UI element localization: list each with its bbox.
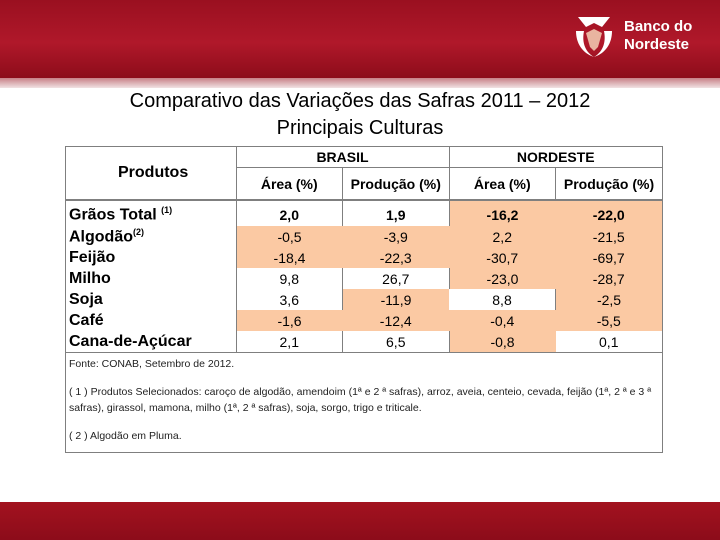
cell-br-area: 2,1	[236, 331, 343, 353]
row-label: Cana-de-Açúcar	[66, 331, 237, 353]
row-label-text: Milho	[69, 269, 111, 287]
header-produtos: Produtos	[66, 147, 237, 201]
row-label: Feijão	[66, 247, 237, 268]
table-row: Café -1,6 -12,4 -0,4 -5,5	[66, 310, 663, 331]
logo-text: Banco do Nordeste	[624, 18, 692, 54]
row-label-superscript: (2)	[133, 226, 144, 237]
header-nordeste-producao: Produção (%)	[555, 167, 663, 202]
cell-ne-producao: -5,5	[555, 310, 663, 331]
cell-br-producao: -3,9	[342, 226, 449, 247]
logo-text-line2: Nordeste	[624, 36, 690, 53]
cell-br-producao: -12,4	[342, 310, 449, 331]
cell-ne-area: 2,2	[449, 226, 556, 247]
row-label-text: Cana-de-Açúcar	[69, 332, 192, 350]
cell-ne-producao: -21,5	[555, 226, 663, 247]
row-label: Café	[66, 310, 237, 331]
table-row: Cana-de-Açúcar 2,1 6,5 -0,8 0,1	[66, 331, 663, 353]
cell-ne-area: -0,8	[449, 331, 556, 353]
cell-br-producao: 6,5	[342, 331, 450, 353]
row-label-text: Grãos Total	[69, 206, 157, 224]
header-brasil: BRASIL	[236, 147, 450, 169]
row-label-text: Algodão	[69, 228, 133, 246]
logo-text-line1: Banco do	[624, 18, 693, 35]
row-label: Milho	[66, 268, 237, 289]
cell-br-area: -0,5	[236, 226, 343, 247]
header-nordeste: NORDESTE	[449, 147, 663, 169]
cell-br-area: -1,6	[236, 310, 343, 331]
cell-ne-area: -0,4	[449, 310, 556, 331]
crop-comparison-table: Produtos BRASIL NORDESTE Área (%) Produç…	[65, 146, 663, 453]
cell-ne-area: 8,8	[449, 289, 556, 310]
table-row: Soja 3,6 -11,9 8,8 -2,5	[66, 289, 663, 310]
row-label: Soja	[66, 289, 237, 310]
cell-ne-area: -16,2	[449, 200, 556, 226]
footnote-2: ( 2 ) Algodão em Pluma.	[69, 430, 182, 442]
cell-br-area: 9,8	[236, 268, 343, 289]
cell-ne-area: -30,7	[449, 247, 556, 268]
footer-bar	[0, 502, 720, 540]
source-note: Fonte: CONAB, Setembro de 2012.	[69, 358, 235, 370]
table-row: Milho 9,8 26,7 -23,0 -28,7	[66, 268, 663, 289]
row-label-text: Café	[69, 311, 104, 329]
row-label: Grãos Total (1)	[66, 200, 237, 226]
bnb-logo-icon	[576, 17, 612, 57]
title-line2: Principais Culturas	[276, 117, 444, 139]
cell-br-area: -18,4	[236, 247, 343, 268]
table-row: Algodão(2) -0,5 -3,9 2,2 -21,5	[66, 226, 663, 247]
table-row: Grãos Total (1) 2,0 1,9 -16,2 -22,0	[66, 200, 663, 226]
cell-ne-producao: 0,1	[555, 331, 663, 353]
cell-br-area: 3,6	[236, 289, 343, 310]
row-label: Algodão(2)	[66, 226, 237, 247]
cell-ne-producao: -2,5	[555, 289, 663, 310]
cell-ne-producao: -28,7	[555, 268, 663, 289]
slide-title: Comparativo das Variações das Safras 201…	[0, 88, 720, 142]
data-table: Produtos BRASIL NORDESTE Área (%) Produç…	[66, 147, 663, 353]
cell-ne-producao: -69,7	[555, 247, 663, 268]
table-row: Feijão -18,4 -22,3 -30,7 -69,7	[66, 247, 663, 268]
cell-br-producao: 26,7	[342, 268, 450, 289]
cell-ne-area: -23,0	[449, 268, 556, 289]
cell-br-producao: -22,3	[342, 247, 449, 268]
cell-br-producao: -11,9	[342, 289, 449, 310]
row-label-text: Soja	[69, 290, 103, 308]
banco-do-nordeste-logo: Banco do Nordeste	[572, 13, 712, 61]
cell-ne-producao: -22,0	[555, 200, 663, 226]
table-notes: Fonte: CONAB, Setembro de 2012. ( 1 ) Pr…	[66, 353, 662, 444]
cell-br-producao: 1,9	[342, 200, 450, 226]
row-label-text: Feijão	[69, 248, 116, 266]
footnote-1: ( 1 ) Produtos Selecionados: caroço de a…	[69, 386, 652, 414]
header-nordeste-area: Área (%)	[449, 167, 556, 202]
header-brasil-area: Área (%)	[236, 167, 343, 202]
row-label-superscript: (1)	[161, 204, 173, 215]
cell-br-area: 2,0	[236, 200, 343, 226]
title-line1: Comparativo das Variações das Safras 201…	[129, 90, 591, 112]
header-strip	[0, 78, 720, 88]
header-brasil-producao: Produção (%)	[342, 167, 450, 202]
